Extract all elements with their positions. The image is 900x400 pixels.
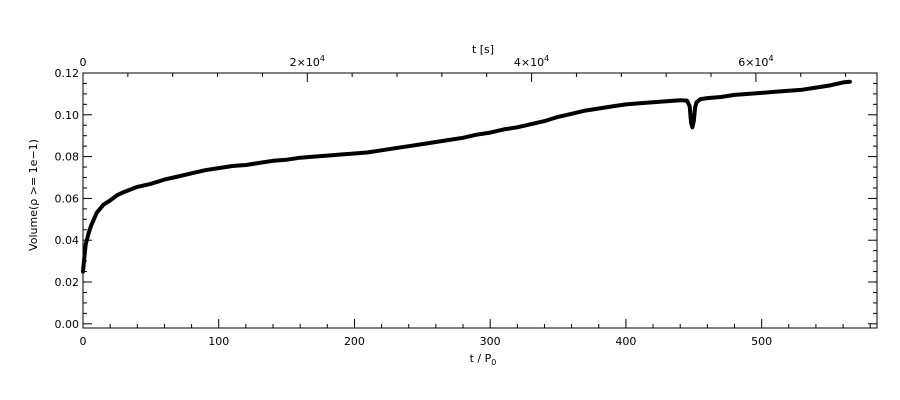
y-tick-label: 0.04 [55, 234, 80, 247]
y-tick-label: 0.08 [55, 151, 80, 164]
top-x-tick-label-base: 2×10 [290, 56, 320, 69]
top-x-tick-label-exponent: 4 [768, 54, 773, 63]
top-x-tick-label-base: 0 [80, 56, 87, 69]
y-tick-label: 0.00 [55, 318, 80, 331]
top-x-axis-label: t [s] [472, 43, 494, 56]
x-tick-label: 400 [615, 335, 636, 348]
series-group [81, 79, 852, 274]
x-tick-label: 200 [344, 335, 365, 348]
y-axis-label: Volume(ρ >= 1e−1) [27, 139, 40, 251]
series-line [81, 79, 852, 274]
x-tick-label: 300 [480, 335, 501, 348]
x-tick-label: 500 [751, 335, 772, 348]
plot-frame [82, 72, 878, 329]
top-x-tick-label-base: 4×10 [514, 56, 544, 69]
top-x-tick-label-exponent: 4 [544, 54, 549, 63]
top-x-tick-label-base: 6×10 [738, 56, 768, 69]
y-tick-label: 0.02 [55, 276, 80, 289]
top-x-tick-label: 4×104 [514, 54, 549, 69]
top-x-tick-label-exponent: 4 [320, 54, 325, 63]
x-axis-label-subscript: 0 [491, 358, 496, 367]
x-tick-label: 0 [80, 335, 87, 348]
axes [82, 72, 878, 329]
y-tick-label: 0.12 [55, 67, 80, 80]
x-tick-label: 100 [208, 335, 229, 348]
x-axis-label: t / P0 [470, 352, 497, 367]
y-tick-label: 0.10 [55, 109, 80, 122]
y-tick-label: 0.06 [55, 192, 80, 205]
top-x-tick-label: 6×104 [738, 54, 773, 69]
series-line-core [82, 81, 850, 272]
top-x-tick-label: 2×104 [290, 54, 325, 69]
top-x-tick-label: 0 [80, 56, 87, 69]
ticks [82, 72, 877, 328]
